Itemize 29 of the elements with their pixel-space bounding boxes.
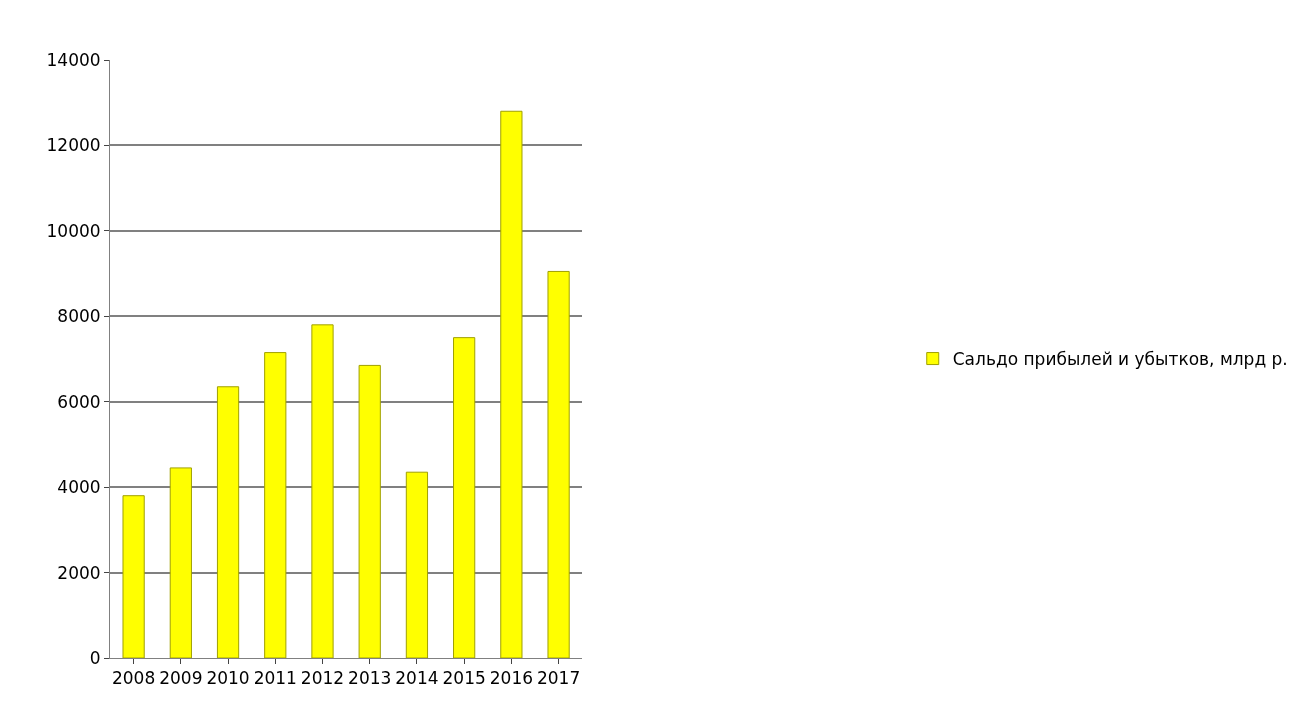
bar	[547, 270, 570, 658]
x-tick-label: 2010	[206, 668, 250, 689]
y-tick-label: 14000	[46, 49, 101, 70]
x-tick-label: 2009	[159, 668, 203, 689]
bar	[169, 467, 192, 658]
x-tick-label: 2011	[253, 668, 297, 689]
x-tick-label: 2014	[395, 668, 439, 689]
bar	[122, 495, 145, 658]
y-tick-label: 12000	[46, 135, 101, 156]
bar	[453, 337, 476, 658]
legend-label: Сальдо прибылей и убытков, млрд р.	[952, 349, 1288, 370]
bar	[264, 352, 287, 658]
x-tick-label: 2017	[536, 668, 581, 689]
x-tick-label: 2016	[489, 668, 533, 689]
bar	[358, 364, 381, 658]
x-tick-label: 2015	[442, 668, 486, 689]
y-tick-label: 6000	[57, 391, 101, 412]
bar	[216, 386, 240, 658]
bar	[311, 324, 334, 658]
bar	[500, 110, 523, 658]
x-tick-label: 2012	[300, 668, 345, 689]
x-tick-label: 2008	[111, 668, 156, 689]
x-tick-label: 2013	[348, 668, 392, 689]
y-tick-label: 8000	[57, 306, 101, 327]
y-tick-label: 2000	[57, 562, 101, 583]
bar	[405, 471, 429, 658]
y-tick-label: 4000	[57, 477, 101, 498]
y-tick-label: 10000	[46, 220, 101, 241]
y-tick-label: 0	[89, 647, 101, 668]
